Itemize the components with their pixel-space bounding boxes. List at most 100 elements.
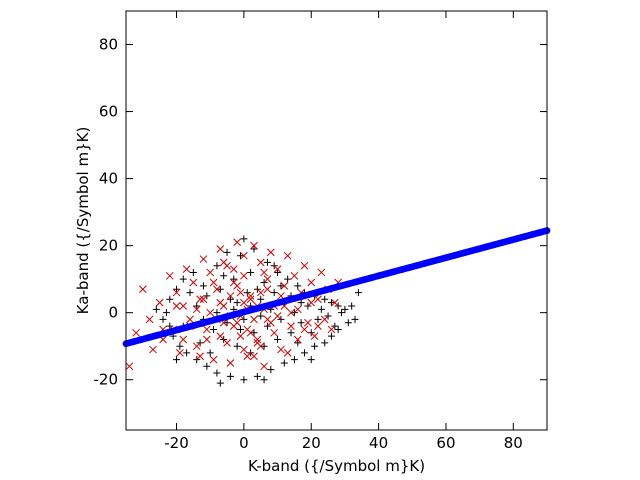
plus-point bbox=[301, 349, 309, 357]
cross-point bbox=[250, 315, 258, 324]
cross-point bbox=[192, 342, 201, 351]
plus-point bbox=[267, 366, 275, 374]
cross-point bbox=[320, 315, 329, 324]
plus-point bbox=[250, 329, 258, 337]
plus-point bbox=[159, 315, 167, 323]
cross-point bbox=[186, 315, 194, 324]
cross-point bbox=[263, 275, 272, 284]
series-layer bbox=[122, 227, 551, 387]
plus-point bbox=[237, 325, 245, 333]
cross-point bbox=[125, 362, 134, 371]
plus-point bbox=[237, 252, 245, 260]
cross-point bbox=[240, 251, 248, 260]
y-tick-label: 60 bbox=[99, 103, 118, 121]
plus-point bbox=[277, 282, 285, 290]
cross-point bbox=[327, 325, 336, 334]
plus-point bbox=[344, 319, 352, 327]
cross-point bbox=[280, 282, 289, 290]
cross-point bbox=[256, 258, 265, 267]
plus-point bbox=[162, 309, 170, 317]
cross-point bbox=[236, 288, 245, 297]
plus-point bbox=[240, 235, 248, 243]
plus-point bbox=[233, 299, 241, 307]
cross-point bbox=[293, 305, 302, 314]
plus-point bbox=[179, 275, 187, 283]
cross-point bbox=[202, 335, 211, 344]
cross-point bbox=[273, 265, 282, 273]
cross-point bbox=[243, 352, 252, 361]
cross-point bbox=[300, 325, 309, 334]
plus-point bbox=[220, 272, 228, 280]
cross-point bbox=[209, 355, 218, 364]
plus-point bbox=[314, 315, 322, 323]
plus-point bbox=[348, 302, 356, 310]
plus-point bbox=[189, 268, 197, 276]
x-tick-label: 80 bbox=[504, 434, 523, 452]
cross-point bbox=[266, 248, 275, 257]
plus-point bbox=[351, 315, 359, 323]
cross-point bbox=[202, 325, 211, 334]
plus-point bbox=[223, 248, 231, 256]
cross-point bbox=[240, 298, 248, 307]
x-tick-label: 60 bbox=[436, 434, 455, 452]
cross-point bbox=[199, 295, 208, 304]
plus-point bbox=[210, 325, 218, 333]
cross-point bbox=[260, 268, 268, 277]
cross-point bbox=[206, 308, 215, 317]
plus-point bbox=[321, 295, 329, 303]
cross-point bbox=[240, 271, 248, 280]
cross-point bbox=[192, 305, 201, 314]
x-axis-label: K-band ({/Symbol m}K) bbox=[248, 457, 425, 475]
cross-point bbox=[253, 335, 262, 344]
cross-point bbox=[317, 268, 326, 277]
cross-point bbox=[243, 325, 252, 334]
plus-point bbox=[226, 372, 234, 380]
plus-point bbox=[216, 285, 224, 293]
plus-point bbox=[257, 312, 265, 320]
cross-point bbox=[176, 349, 184, 357]
cross-point bbox=[250, 241, 258, 250]
cross-point bbox=[246, 292, 255, 300]
cross-point bbox=[216, 298, 225, 307]
plus-point bbox=[173, 356, 181, 364]
y-tick-label: -20 bbox=[94, 371, 119, 389]
plus-point bbox=[307, 356, 315, 364]
plus-point bbox=[203, 362, 211, 370]
cross-point bbox=[263, 285, 272, 294]
cross-point bbox=[196, 295, 204, 304]
plus-point bbox=[213, 262, 221, 270]
cross-point bbox=[155, 298, 164, 307]
x-tick-label: 20 bbox=[302, 434, 321, 452]
cross-point bbox=[196, 352, 204, 361]
plus-point bbox=[334, 325, 342, 333]
cross-point bbox=[216, 332, 225, 340]
cross-point bbox=[219, 258, 228, 267]
plus-point bbox=[216, 379, 224, 387]
plus-point bbox=[193, 302, 201, 310]
cross-point bbox=[226, 292, 235, 300]
cross-point bbox=[307, 298, 316, 307]
cross-point bbox=[132, 328, 140, 337]
plus-point bbox=[280, 359, 288, 367]
plus-point bbox=[240, 376, 248, 384]
y-axis-label: Ka-band ({/Symbol m}K) bbox=[74, 127, 92, 315]
plus-point bbox=[270, 289, 278, 297]
cross-point bbox=[287, 308, 295, 317]
cross-point bbox=[199, 255, 208, 263]
plus-point bbox=[297, 319, 305, 327]
plus-point bbox=[253, 372, 261, 380]
plus-point bbox=[173, 285, 181, 293]
cross-point bbox=[233, 238, 241, 247]
cross-point bbox=[229, 265, 238, 273]
cross-point bbox=[172, 288, 181, 297]
cross-point bbox=[240, 345, 248, 354]
plus-point bbox=[223, 319, 231, 327]
plus-point bbox=[233, 342, 241, 350]
cross-point bbox=[256, 342, 265, 351]
plus-point bbox=[206, 349, 214, 357]
cross-point bbox=[213, 285, 221, 294]
cross-point bbox=[283, 251, 292, 260]
plus-point bbox=[186, 289, 194, 297]
plus-point bbox=[294, 339, 302, 347]
cross-point bbox=[246, 295, 255, 304]
